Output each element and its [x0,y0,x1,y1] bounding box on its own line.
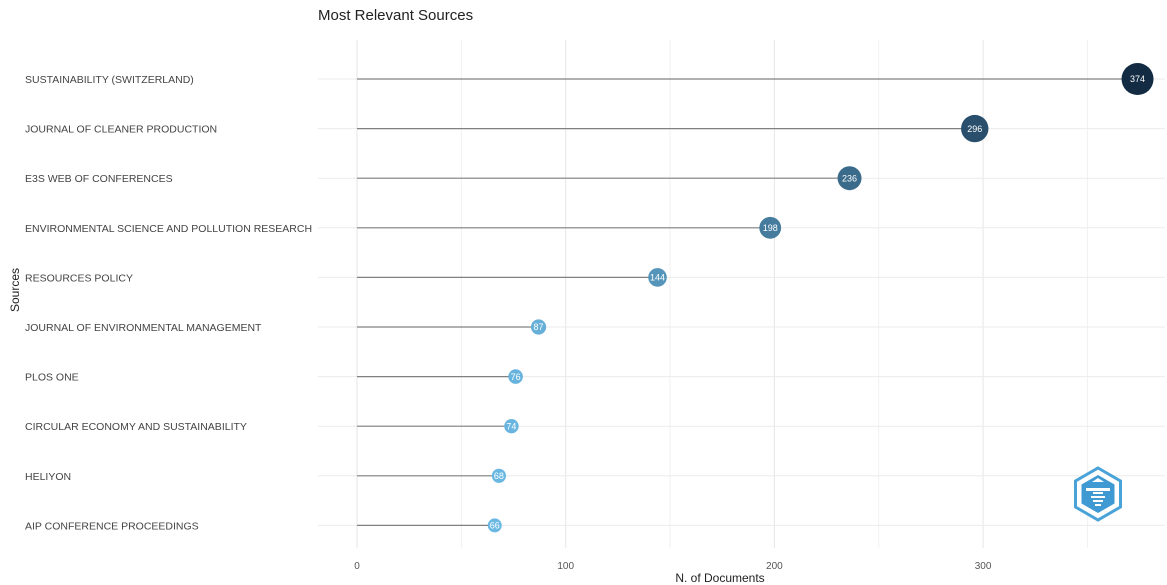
data-label: 144 [650,273,665,283]
category-label: AIP CONFERENCE PROCEEDINGS [25,520,199,532]
x-axis-title: N. of Documents [675,571,764,585]
lollipop-dots: 374 296 236 198 144 87 76 74 68 66 [487,63,1154,533]
lollipop-dot [648,268,667,287]
data-label: 87 [534,322,544,332]
lollipop-dot [759,216,782,239]
category-label: PLOS ONE [25,372,79,384]
lollipop-dot [530,319,547,335]
bibliometrix-logo-icon [1074,466,1122,522]
data-label: 74 [506,421,516,431]
x-tick-label: 300 [975,561,992,572]
grid [318,40,1165,548]
category-label: CIRCULAR ECONOMY AND SUSTAINABILITY [25,421,247,433]
category-label: SUSTAINABILITY (SWITZERLAND) [25,74,194,86]
y-axis-title: Sources [8,268,22,312]
x-tick-labels: 0 100 200 300 [354,561,992,572]
data-label: 296 [967,124,982,134]
category-label: RESOURCES POLICY [25,272,133,284]
data-label: 76 [511,372,521,382]
lollipop-lines [357,78,1138,527]
lollipop-dot [487,518,502,533]
x-tick-label: 100 [557,561,574,572]
category-labels: SUSTAINABILITY (SWITZERLAND) JOURNAL OF C… [25,74,312,532]
data-label: 236 [842,173,857,183]
lollipop-dot [837,166,862,191]
data-label: 198 [763,223,778,233]
x-tick-label: 200 [766,561,783,572]
lollipop-dot [1121,63,1154,95]
category-label: ENVIRONMENTAL SCIENCE AND POLLUTION RESE… [25,223,312,235]
category-label: E3S WEB OF CONFERENCES [25,173,173,185]
x-tick-label: 0 [354,561,360,572]
lollipop-dot [508,369,523,384]
chart-title: Most Relevant Sources [318,7,473,24]
lollipop-dot [961,114,989,143]
lollipop-dot [491,468,507,483]
category-label: HELIYON [25,471,71,483]
lollipop-dot [504,419,519,434]
category-label: JOURNAL OF CLEANER PRODUCTION [25,124,217,136]
data-label: 374 [1130,74,1145,84]
category-label: JOURNAL OF ENVIRONMENTAL MANAGEMENT [25,322,262,334]
data-label: 68 [494,471,504,481]
data-label: 66 [490,521,500,531]
